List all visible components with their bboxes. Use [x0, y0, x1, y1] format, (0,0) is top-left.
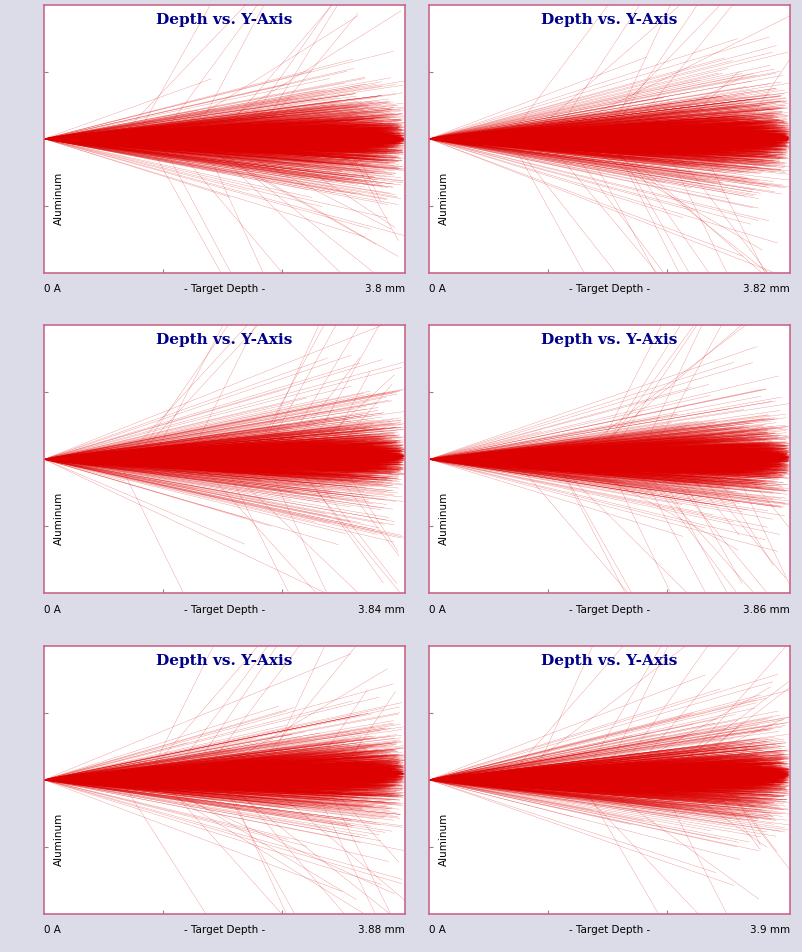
Text: - Target Depth -: - Target Depth - — [184, 925, 265, 936]
Text: 3.86 mm: 3.86 mm — [743, 605, 790, 615]
Text: - Target Depth -: - Target Depth - — [184, 285, 265, 294]
Text: 0 A: 0 A — [44, 925, 61, 936]
Text: 3.8 mm: 3.8 mm — [365, 285, 405, 294]
Text: 3.84 mm: 3.84 mm — [358, 605, 405, 615]
Text: Aluminum: Aluminum — [439, 812, 448, 865]
Text: Depth vs. Y-Axis: Depth vs. Y-Axis — [541, 12, 678, 27]
Text: - Target Depth -: - Target Depth - — [569, 285, 650, 294]
Text: Depth vs. Y-Axis: Depth vs. Y-Axis — [541, 654, 678, 667]
Text: - Target Depth -: - Target Depth - — [569, 925, 650, 936]
Text: Depth vs. Y-Axis: Depth vs. Y-Axis — [541, 333, 678, 347]
Text: 0 A: 0 A — [429, 285, 446, 294]
Text: 0 A: 0 A — [429, 605, 446, 615]
Text: 0 A: 0 A — [429, 925, 446, 936]
Text: Aluminum: Aluminum — [439, 492, 448, 545]
Text: Aluminum: Aluminum — [54, 492, 63, 545]
Text: 0 A: 0 A — [44, 605, 61, 615]
Text: - Target Depth -: - Target Depth - — [184, 605, 265, 615]
Text: 3.88 mm: 3.88 mm — [358, 925, 405, 936]
Text: Aluminum: Aluminum — [54, 812, 63, 865]
Text: 3.82 mm: 3.82 mm — [743, 285, 790, 294]
Text: Aluminum: Aluminum — [439, 171, 448, 225]
Text: Aluminum: Aluminum — [54, 171, 63, 225]
Text: Depth vs. Y-Axis: Depth vs. Y-Axis — [156, 654, 293, 667]
Text: - Target Depth -: - Target Depth - — [569, 605, 650, 615]
Text: Depth vs. Y-Axis: Depth vs. Y-Axis — [156, 12, 293, 27]
Text: 3.9 mm: 3.9 mm — [750, 925, 790, 936]
Text: Depth vs. Y-Axis: Depth vs. Y-Axis — [156, 333, 293, 347]
Text: 0 A: 0 A — [44, 285, 61, 294]
